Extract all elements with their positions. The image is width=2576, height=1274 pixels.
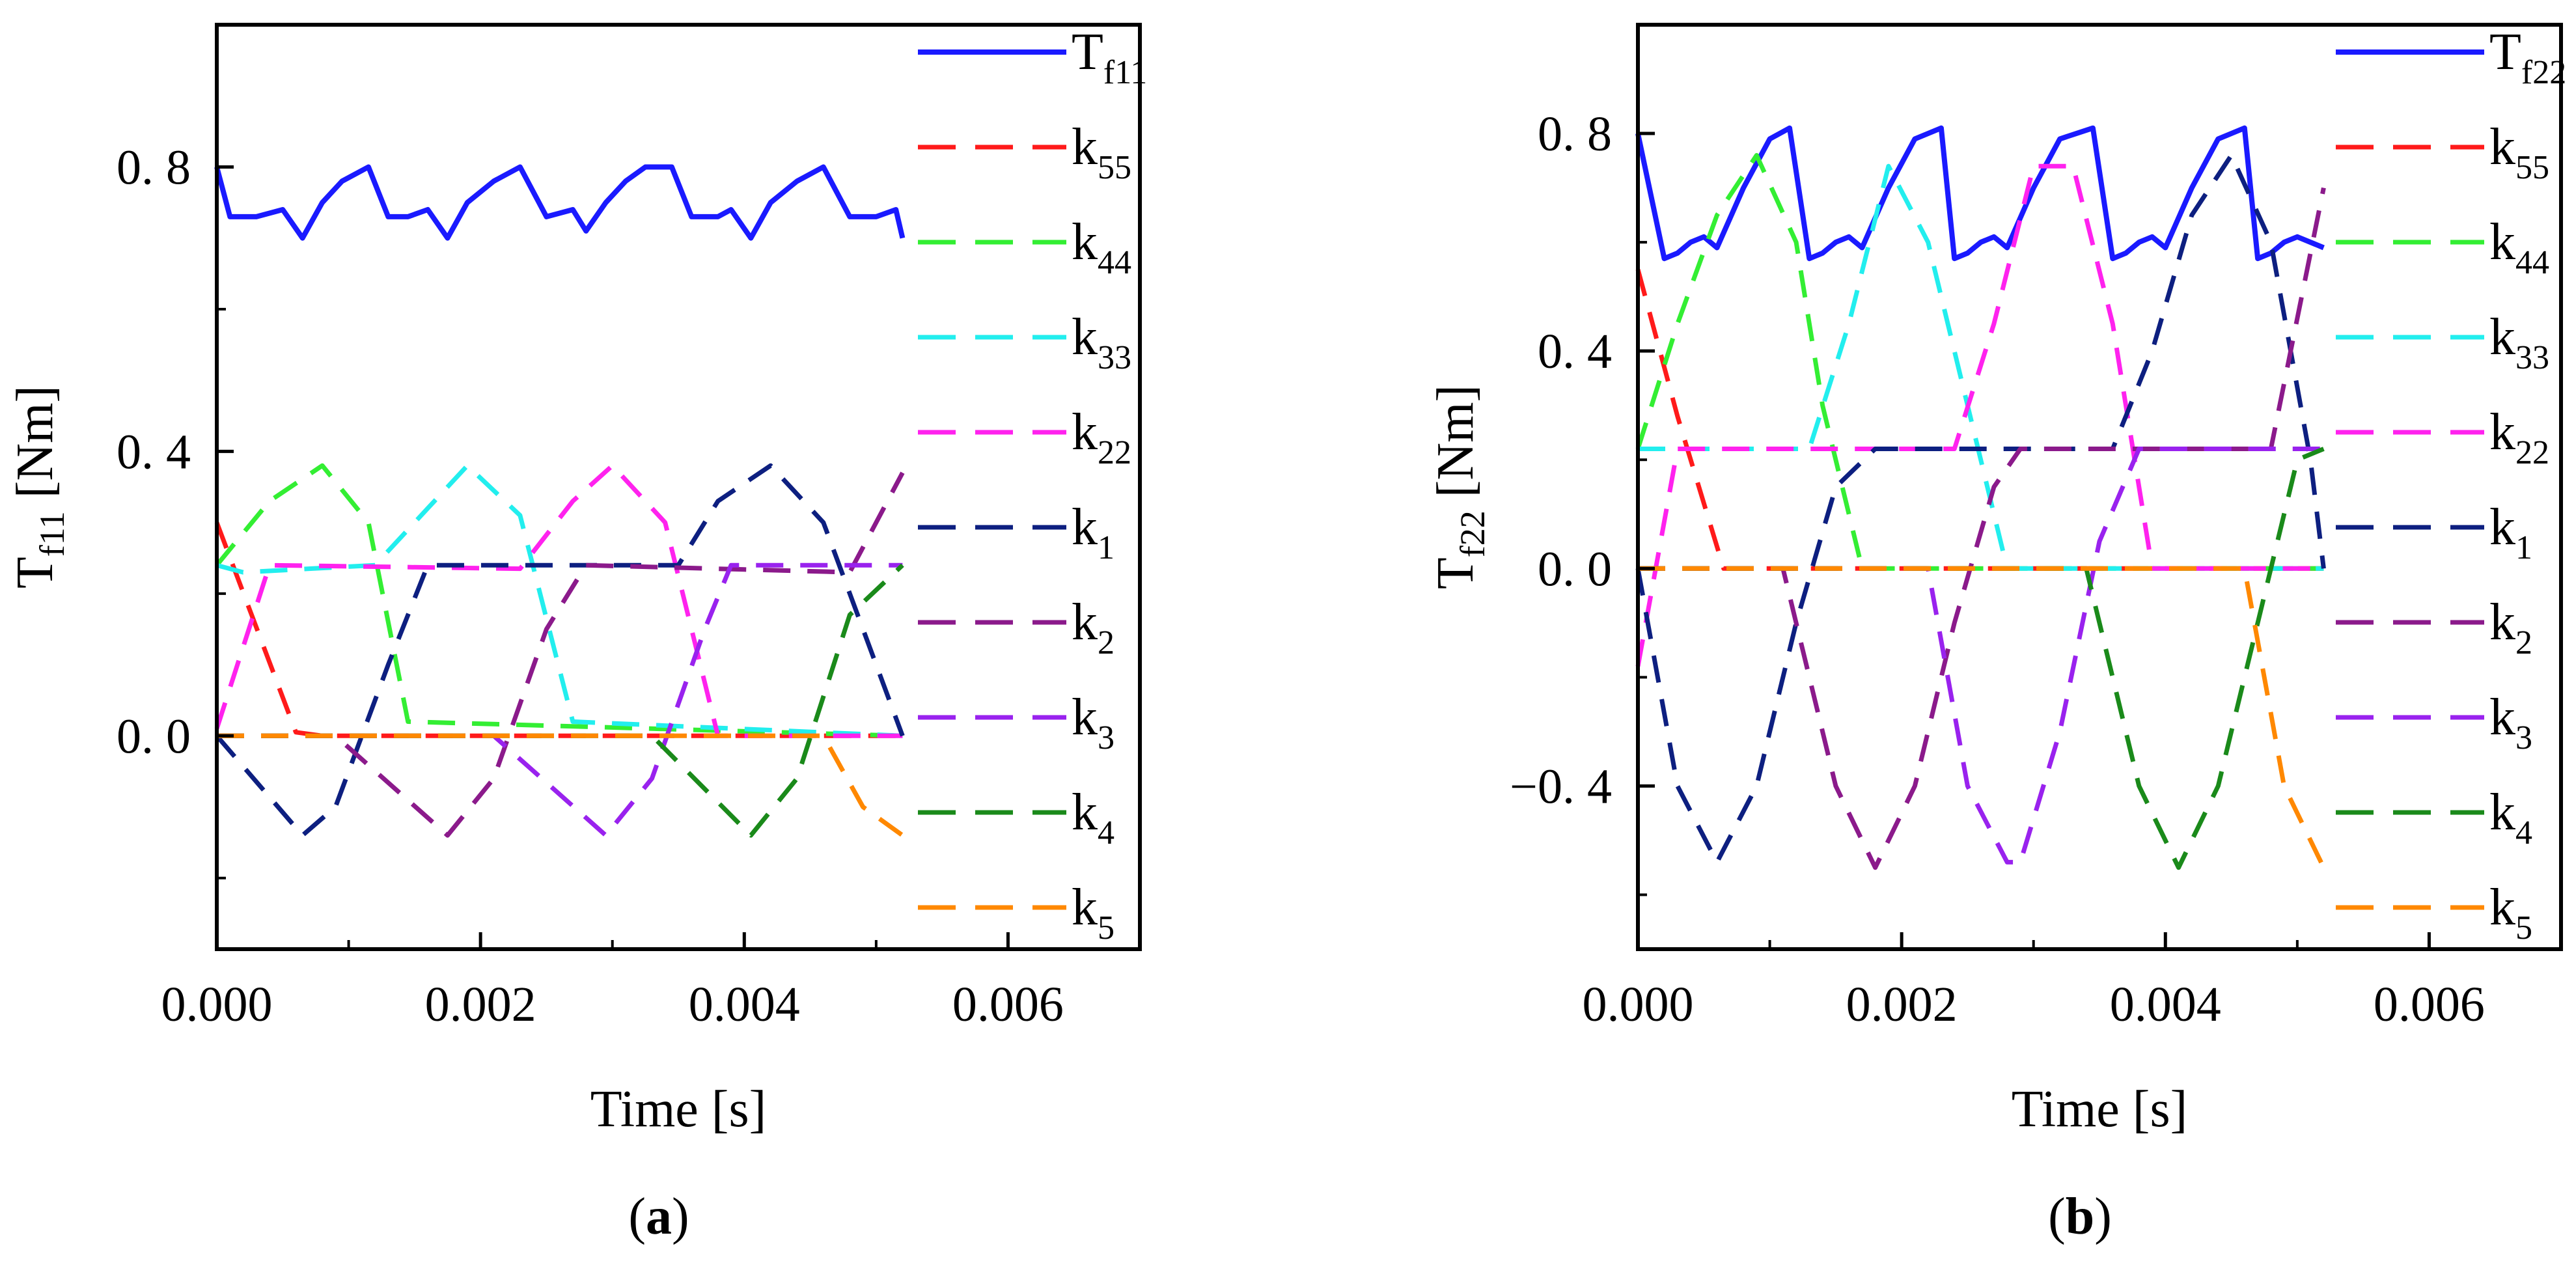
series-line-k1 — [1635, 153, 2326, 865]
x-tick-label: 0.004 — [2110, 977, 2221, 1032]
series-line-Tf — [214, 164, 906, 241]
y-axis-label: Tf22 [Nm] — [1427, 385, 1492, 589]
legend-label-k44: k44 — [2489, 214, 2549, 281]
legend-label-Tf: Tf22 — [2489, 23, 2566, 91]
legend-label-k3: k3 — [2489, 689, 2532, 756]
chart-panel-a: 0.000 0.002 0.004 0.006 0. 0 0. 4 0. 8 Time [s]… — [7, 23, 1147, 1245]
legend-label-k55: k55 — [1072, 118, 1131, 186]
y-tick-label: 0. 4 — [1538, 324, 1612, 379]
series-line-k22 — [214, 463, 903, 738]
plot-frame — [1636, 23, 2563, 951]
legend-label-k3: k3 — [1072, 689, 1115, 756]
series-line-k5 — [1638, 566, 2326, 869]
series-line-k4 — [1638, 447, 2325, 870]
series-line-k44 — [215, 463, 903, 738]
series-line-k3 — [1638, 447, 2324, 865]
series-line-k55 — [1635, 268, 2324, 571]
y-tick-label: 0. 4 — [117, 424, 191, 479]
panel-label: (b) — [2048, 1188, 2112, 1245]
series-line-k3 — [217, 562, 903, 838]
legend-label-k2: k2 — [1072, 594, 1115, 661]
legend-label-Tf: Tf11 — [1072, 23, 1147, 91]
legend-label-k22: k22 — [2489, 404, 2549, 471]
legend-label-k1: k1 — [1072, 499, 1115, 566]
chart-panel-b: 0.000 0.002 0.004 0.006 −0. 4 0. 0 0. 4 0. 8 Tim… — [1427, 23, 2566, 1245]
series-line-k55 — [214, 521, 903, 738]
legend-label-k33: k33 — [2489, 309, 2549, 376]
series-line-k44 — [1635, 153, 2324, 571]
series-line-k2 — [1638, 187, 2326, 870]
legend-label-k2: k2 — [2489, 594, 2532, 661]
x-tick-label: 0.002 — [1846, 977, 1958, 1032]
x-axis-label: Time [s] — [590, 1081, 766, 1138]
x-tick-label: 0.000 — [1583, 977, 1694, 1032]
x-tick-label: 0.002 — [425, 977, 536, 1032]
series-line-Tf — [1635, 125, 2325, 262]
legend-label-k33: k33 — [1072, 309, 1131, 376]
x-tick-label: 0.004 — [689, 977, 800, 1032]
y-tick-label: 0. 0 — [117, 709, 191, 764]
legend-label-k4: k4 — [1072, 784, 1115, 852]
x-tick-label: 0.006 — [2374, 977, 2485, 1032]
series-line-k1 — [215, 463, 905, 838]
legend-label-k4: k4 — [2489, 784, 2532, 852]
y-tick-label: 0. 8 — [117, 140, 191, 195]
legend-label-k5: k5 — [2489, 879, 2532, 947]
y-tick-label: 0. 8 — [1538, 107, 1612, 161]
series-line-k2 — [217, 471, 905, 838]
plot-frame — [215, 23, 1142, 951]
panel-label: (a) — [628, 1188, 689, 1245]
legend-label-k22: k22 — [1072, 404, 1131, 471]
legend-label-k5: k5 — [1072, 879, 1115, 947]
legend-label-k1: k1 — [2489, 499, 2532, 566]
series-line-k22 — [1635, 163, 2324, 667]
series-line-k33 — [1638, 163, 2324, 571]
legend-label-k55: k55 — [2489, 118, 2549, 186]
x-axis-label: Time [s] — [2012, 1081, 2187, 1138]
y-axis-label: Tf11 [Nm] — [7, 385, 72, 589]
legend-label-k44: k44 — [1072, 214, 1131, 281]
y-tick-label: −0. 4 — [1510, 759, 1612, 814]
x-tick-label: 0.000 — [161, 977, 273, 1032]
y-tick-label: 0. 0 — [1538, 542, 1612, 596]
x-tick-label: 0.006 — [952, 977, 1064, 1032]
series-line-k5 — [217, 733, 904, 838]
series-line-k33 — [216, 463, 903, 738]
